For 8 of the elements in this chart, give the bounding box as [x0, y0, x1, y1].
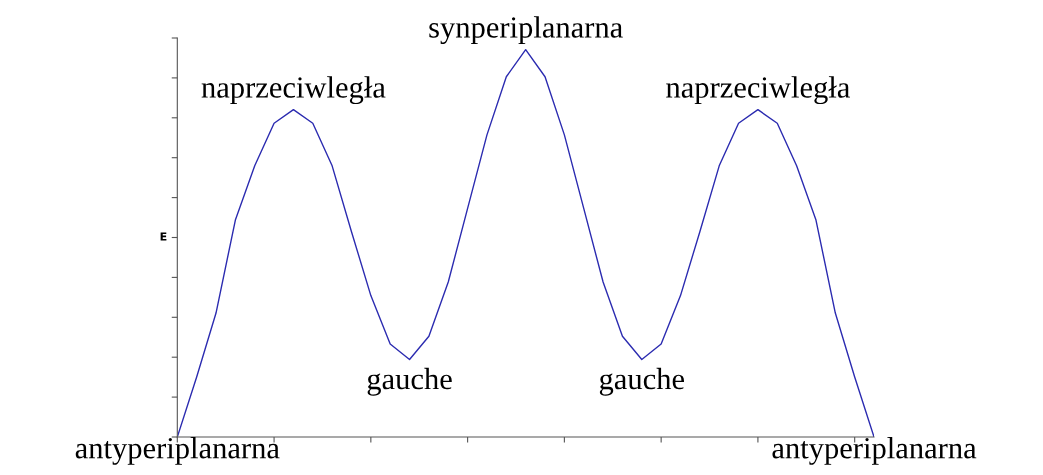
- y-axis-title: E: [160, 232, 167, 241]
- annotation: naprzeciwległa: [201, 76, 386, 105]
- annotation: naprzeciwległa: [666, 76, 850, 105]
- annotation: gauche: [367, 367, 452, 396]
- annotation: antyperiplanarna: [772, 437, 977, 465]
- text: synperiplanarna: [429, 16, 623, 45]
- annotation: antyperiplanarna: [75, 437, 280, 465]
- annotation: gauche: [599, 367, 684, 396]
